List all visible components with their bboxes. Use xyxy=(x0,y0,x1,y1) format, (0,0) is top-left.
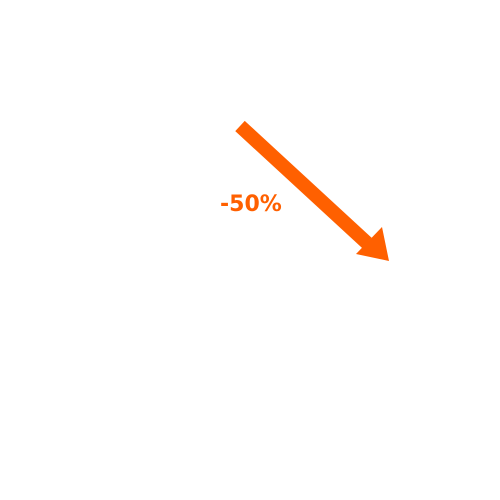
arrow-shaft xyxy=(235,120,372,249)
arrow-head xyxy=(356,227,389,261)
change-percentage-label: -50% xyxy=(220,192,282,217)
